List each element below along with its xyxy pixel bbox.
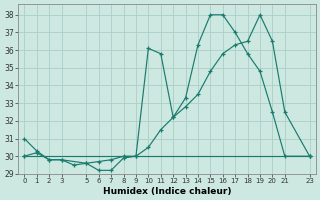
X-axis label: Humidex (Indice chaleur): Humidex (Indice chaleur)	[103, 187, 231, 196]
